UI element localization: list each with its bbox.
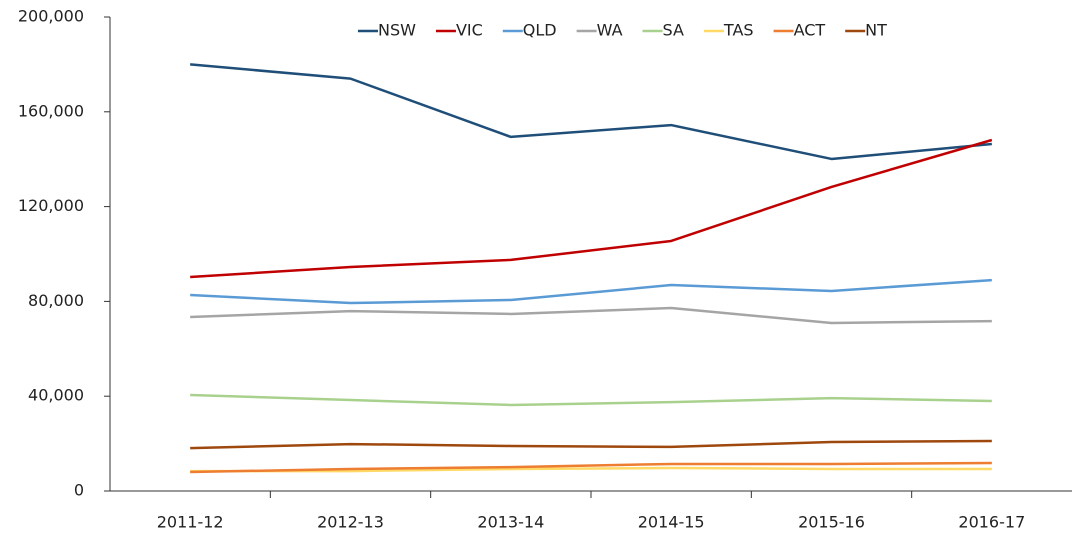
x-tick-label: 2015-16: [798, 513, 865, 532]
y-tick-label: 80,000: [28, 291, 84, 310]
legend-label: NT: [865, 21, 887, 40]
series-line: [190, 278, 992, 305]
series-line: [190, 138, 993, 279]
series-line: [190, 461, 992, 474]
x-tick-label: 2013-14: [477, 513, 544, 532]
series-line: [190, 466, 992, 473]
legend-label: ACT: [794, 21, 826, 40]
series-line: [190, 393, 992, 407]
x-tick-label: 2011-12: [157, 513, 224, 532]
legend-label: VIC: [456, 21, 483, 40]
y-tick-label: 120,000: [18, 196, 84, 215]
y-tick-label: 200,000: [18, 7, 84, 26]
legend-label: QLD: [523, 21, 557, 40]
y-tick-label: 0: [74, 481, 84, 500]
series-line: [190, 63, 992, 161]
x-tick-label: 2016-17: [958, 513, 1025, 532]
x-tick-label: 2012-13: [317, 513, 384, 532]
legend-label: WA: [597, 21, 623, 40]
y-tick-label: 160,000: [18, 101, 84, 120]
legend-label: TAS: [723, 21, 754, 40]
y-tick-label: 40,000: [28, 386, 84, 405]
legend-label: NSW: [378, 21, 416, 40]
series-line: [190, 306, 992, 325]
legend-label: SA: [663, 21, 684, 40]
x-tick-label: 2014-15: [638, 513, 705, 532]
series-line: [190, 439, 992, 450]
